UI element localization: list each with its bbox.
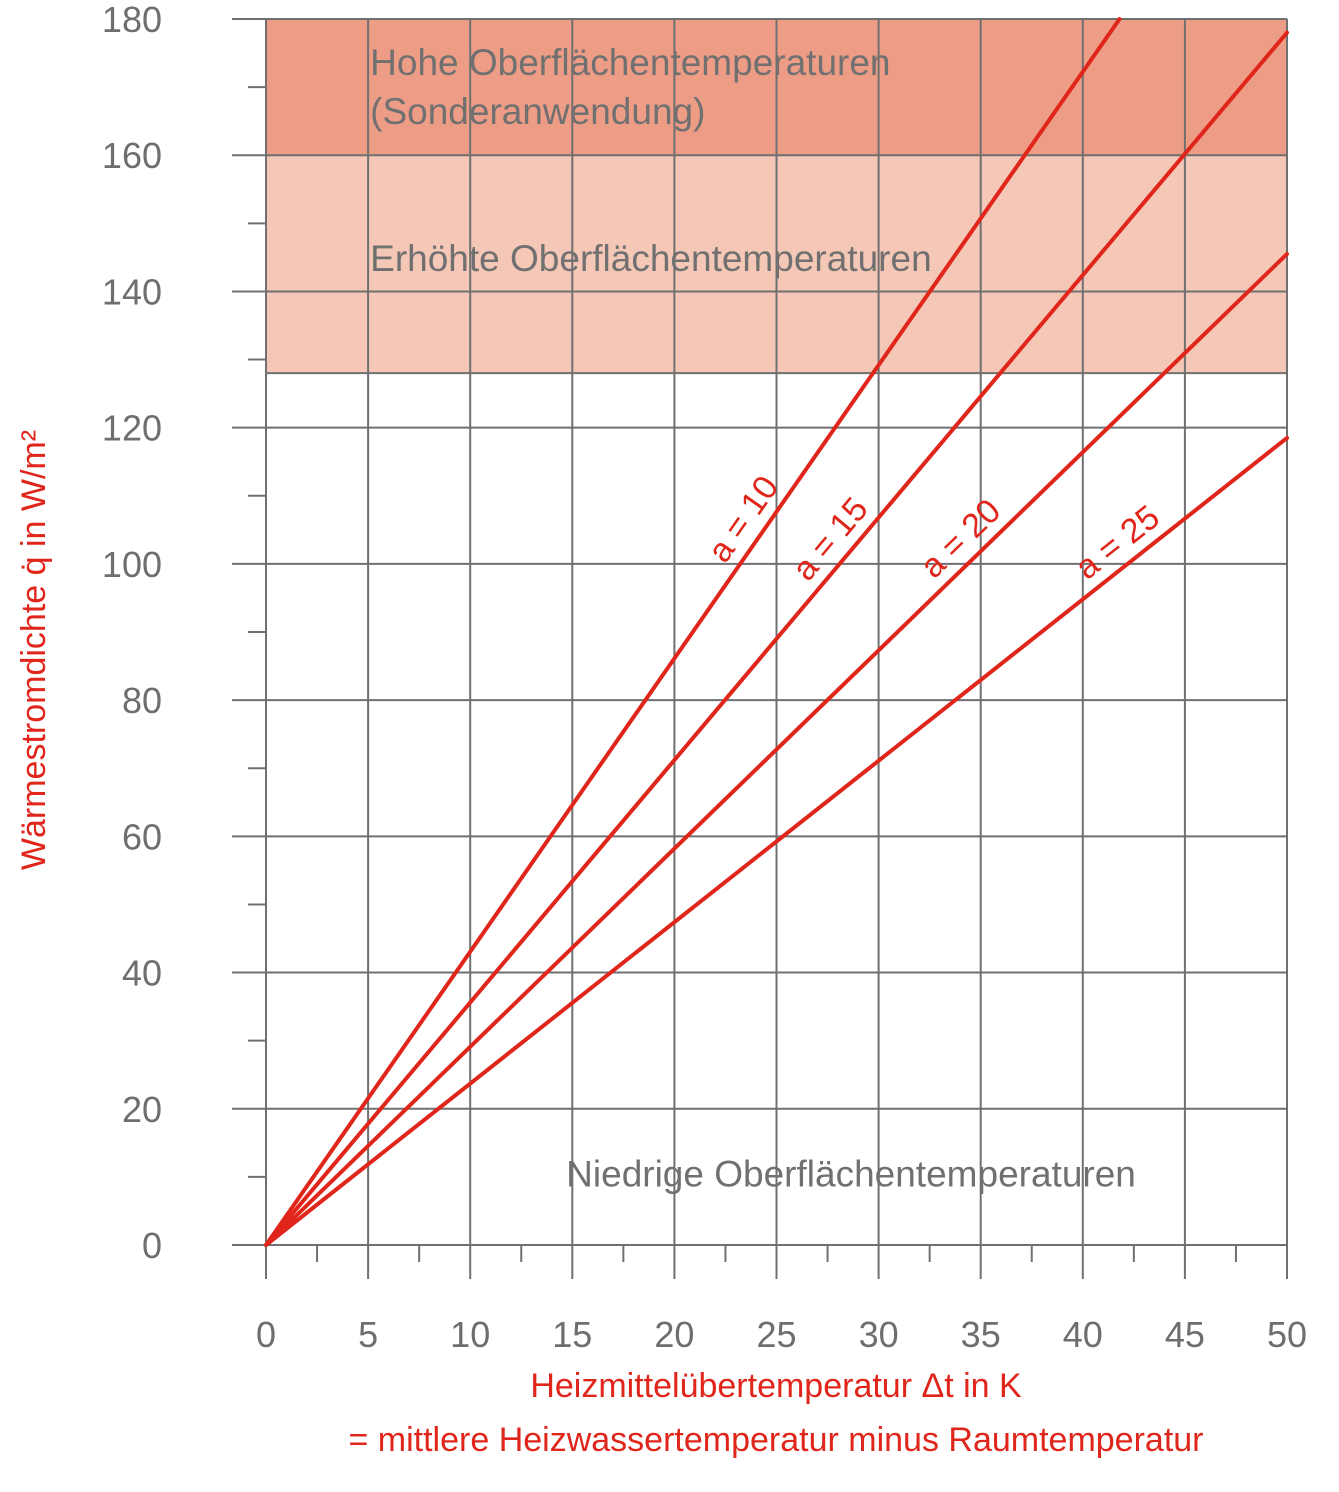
y-tick-label-100: 100 <box>102 544 162 585</box>
y-tick-label-20: 20 <box>122 1089 162 1130</box>
y-tick-label-180: 180 <box>102 0 162 40</box>
x-axis-title-line2: = mittlere Heizwassertemperatur minus Ra… <box>348 1421 1203 1459</box>
x-tick-label-30: 30 <box>859 1314 899 1355</box>
x-axis-title-line1: Heizmittelübertemperatur Δt in K <box>530 1367 1022 1405</box>
series-line-0 <box>264 17 1122 1247</box>
x-tick-label-0: 0 <box>256 1314 276 1355</box>
y-tick-label-80: 80 <box>122 680 162 721</box>
series-line-2 <box>264 251 1289 1247</box>
y-axis-title: Wärmestromdichte q̇ in W/m² <box>15 430 53 870</box>
grid <box>266 18 1288 1245</box>
y-tick-label-140: 140 <box>102 271 162 312</box>
x-tick-label-50: 50 <box>1267 1314 1307 1355</box>
y-tick-label-60: 60 <box>122 816 162 857</box>
region-label-0-0: Hohe Oberflächentemperaturen <box>370 42 890 83</box>
x-tick-label-20: 20 <box>654 1314 694 1355</box>
axes <box>232 18 1288 1279</box>
y-tick-label-160: 160 <box>102 135 162 176</box>
series-line-1 <box>264 30 1289 1247</box>
region-label-1-0: Erhöhte Oberflächentemperaturen <box>370 238 932 279</box>
x-tick-label-40: 40 <box>1063 1314 1103 1355</box>
x-tick-label-45: 45 <box>1165 1314 1205 1355</box>
series-lines <box>264 17 1289 1247</box>
x-tick-label-15: 15 <box>552 1314 592 1355</box>
y-tick-label-40: 40 <box>122 953 162 994</box>
x-tick-label-25: 25 <box>756 1314 796 1355</box>
y-tick-label-0: 0 <box>142 1225 162 1266</box>
region-label-0-1: (Sonderanwendung) <box>370 91 705 132</box>
x-tick-label-35: 35 <box>961 1314 1001 1355</box>
x-tick-label-5: 5 <box>358 1314 378 1355</box>
region-label-2-0: Niedrige Oberflächentemperaturen <box>566 1153 1136 1194</box>
x-tick-label-10: 10 <box>450 1314 490 1355</box>
y-tick-label-120: 120 <box>102 408 162 449</box>
series-line-3 <box>264 435 1289 1247</box>
